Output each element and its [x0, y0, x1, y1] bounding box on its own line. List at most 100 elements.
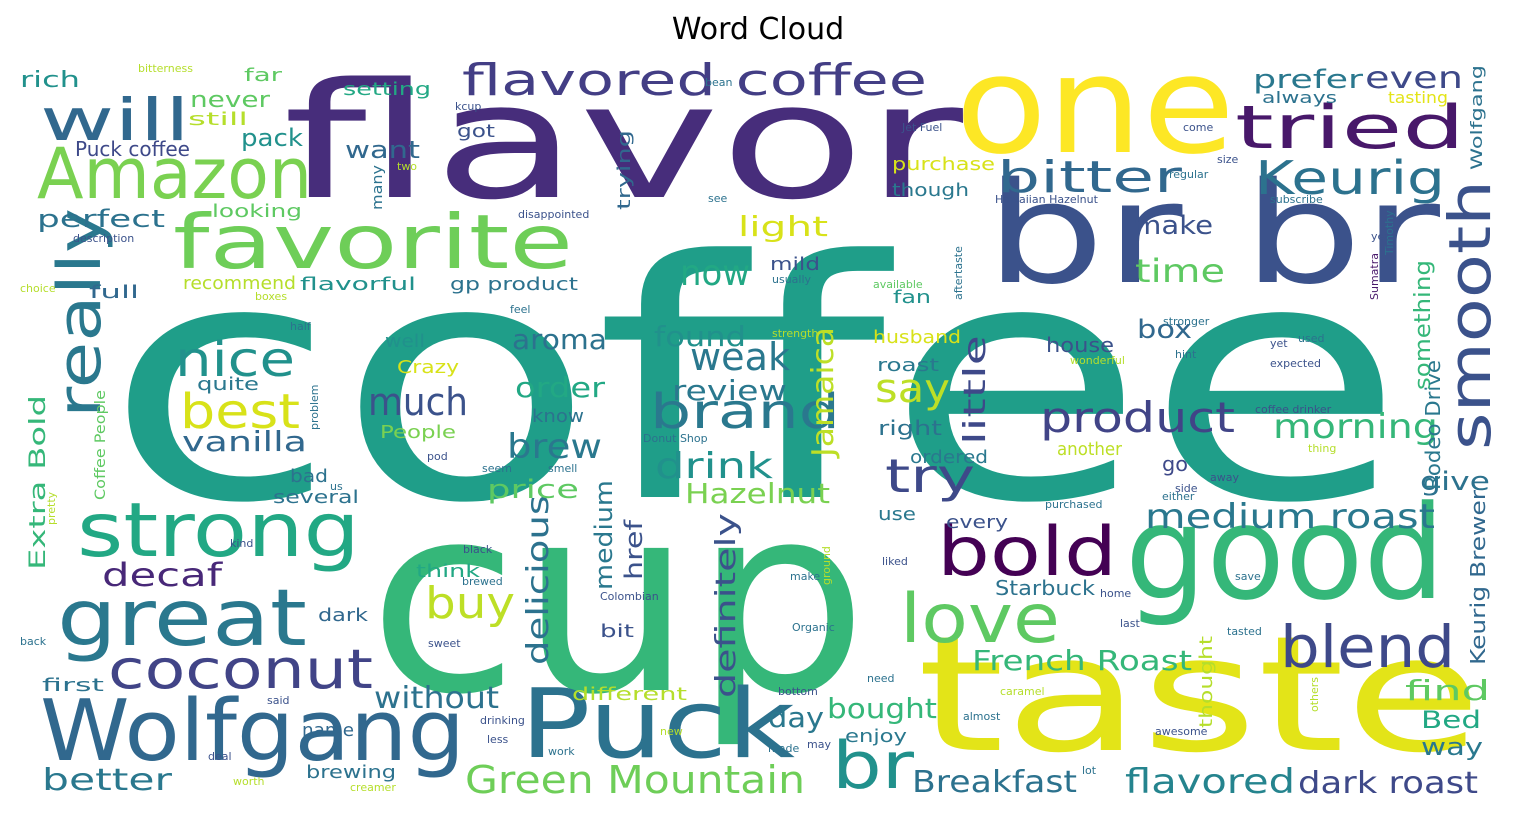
word-quite: quite — [197, 374, 259, 395]
word-drink: drink — [655, 446, 773, 487]
word-lot: lot — [1082, 764, 1097, 777]
word-home: home — [1100, 587, 1131, 600]
word-think: think — [416, 561, 481, 582]
word-make-small: make — [790, 570, 820, 583]
word-expected: expected — [1270, 357, 1321, 370]
word-cup: cup — [368, 450, 868, 752]
word-seem: seem — [482, 462, 512, 475]
word-setting: setting — [343, 79, 431, 100]
word-keurig-brewer: Keurig Brewer — [1466, 489, 1490, 665]
word-choice: choice — [20, 282, 56, 295]
word-go: go — [1162, 452, 1188, 476]
word-rich: rich — [20, 68, 80, 93]
word-crazy: Crazy — [397, 357, 459, 378]
word-starbuck: Starbuck — [995, 576, 1095, 600]
word-hawaiian-hazelnut: Hawaiian Hazelnut — [995, 193, 1099, 206]
word-without: without — [374, 681, 499, 716]
word-buy: buy — [425, 578, 515, 629]
word-name: name — [302, 720, 354, 741]
word-boxes: boxes — [255, 290, 287, 303]
word-regular: regular — [1169, 168, 1209, 181]
word-br: br — [832, 729, 914, 804]
word-black: black — [463, 543, 493, 556]
word-box: box — [1137, 315, 1192, 345]
word-stronger: stronger — [1163, 315, 1210, 328]
word-coconut: coconut — [108, 638, 373, 701]
word-smooth: smooth — [1436, 180, 1504, 450]
chart-title: Word Cloud — [671, 12, 845, 47]
word-favorite: favorite — [173, 198, 573, 286]
word-enjoy: enjoy — [845, 726, 907, 747]
word-day: day — [768, 701, 824, 734]
word-every: every — [946, 512, 1008, 533]
word-even: even — [1365, 61, 1463, 96]
word-order: order — [515, 371, 606, 404]
word-worth: worth — [233, 775, 265, 788]
word-less: less — [487, 733, 509, 746]
word-awesome: awesome — [1155, 725, 1208, 738]
word-great: great — [57, 574, 307, 664]
word-creamer: creamer — [350, 781, 396, 794]
word-brew: brew — [507, 427, 602, 467]
word-found: found — [654, 320, 746, 353]
word-keurig: Keurig — [1255, 151, 1445, 205]
word-need: need — [867, 672, 895, 685]
word-away: away — [1210, 471, 1239, 484]
word-delicious: delicious — [521, 495, 556, 665]
word-may: may — [807, 738, 831, 751]
word-right: right — [878, 416, 942, 440]
word-thought: thought — [1196, 636, 1217, 728]
word-time: time — [1135, 252, 1225, 290]
word-problem: problem — [308, 384, 321, 430]
word-bed: Bed — [1421, 706, 1481, 734]
word-almost: almost — [963, 710, 1001, 723]
word-smell: smell — [548, 462, 577, 475]
word-purchased: purchased — [1045, 498, 1102, 511]
word-strength: strength — [772, 327, 818, 340]
word-back: back — [20, 635, 47, 648]
word-looking: looking — [212, 201, 302, 222]
word-size: size — [1217, 153, 1239, 166]
word-price: price — [487, 475, 579, 505]
word-far: far — [244, 65, 283, 86]
word-brewed: brewed — [462, 575, 503, 588]
word-flavor: flavor — [283, 48, 963, 235]
word-donut-shop: Donut Shop — [643, 432, 708, 445]
word-first: first — [42, 675, 104, 696]
word-always: always — [1262, 88, 1337, 107]
word-tasting: tasting — [1388, 88, 1448, 107]
small-words: bitterness bean kcup Jet Fuel come size … — [20, 62, 1396, 794]
word-sweet: sweet — [428, 637, 461, 650]
word-many: many — [370, 165, 386, 210]
word-review: review — [672, 374, 787, 407]
word-way: way — [1421, 733, 1483, 761]
word-give: give — [1420, 467, 1490, 497]
word-ordered: ordered — [910, 447, 988, 468]
word-see: see — [708, 192, 727, 205]
word-though: though — [892, 180, 969, 201]
word-jet-fuel: Jet Fuel — [901, 121, 942, 134]
word-pretty: pretty — [45, 491, 58, 525]
word-last: last — [1120, 617, 1141, 630]
word-usually: usually — [772, 273, 812, 286]
word-purchase: purchase — [892, 154, 995, 175]
word-wolfgang: Wolfgang — [40, 682, 465, 781]
word-best: best — [180, 384, 300, 440]
word-know: know — [532, 406, 584, 427]
word-light: light — [738, 210, 828, 243]
word-subscribe: subscribe — [1270, 193, 1323, 206]
word-try: try — [885, 449, 975, 503]
word-good: good — [1125, 477, 1445, 629]
word-puck: Puck — [520, 670, 795, 780]
word-dark: dark — [318, 605, 369, 626]
word-amazon: Amazon — [37, 133, 312, 215]
word-breakfast: Breakfast — [912, 765, 1077, 800]
word-pack: pack — [241, 124, 303, 152]
word-two: two — [397, 160, 417, 173]
word-recommend: recommend — [183, 273, 296, 294]
word-french-roast: French Roast — [972, 644, 1192, 677]
word-liked: liked — [882, 555, 908, 568]
word-disappointed: disappointed — [518, 208, 589, 221]
word-blend: blend — [1280, 613, 1455, 681]
